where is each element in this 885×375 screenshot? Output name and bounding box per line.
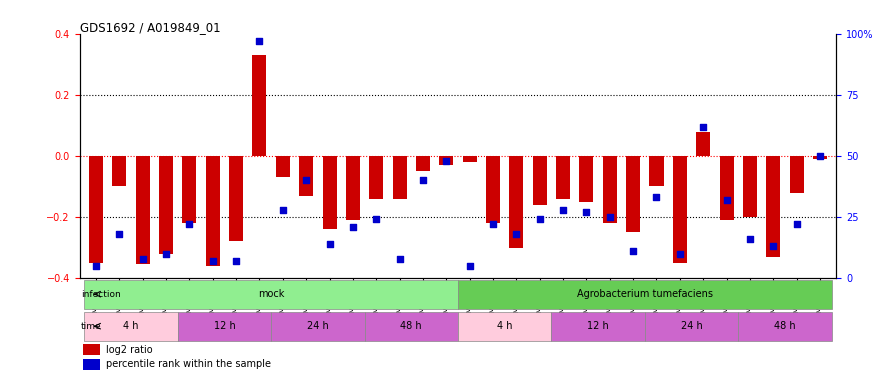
- Bar: [416, 156, 430, 171]
- Point: [720, 197, 734, 203]
- Bar: [673, 156, 687, 263]
- Bar: [346, 156, 360, 220]
- Bar: [112, 156, 127, 186]
- Point: [580, 209, 594, 215]
- Bar: [83, 344, 100, 355]
- Point: [346, 224, 360, 230]
- Text: Agrobacterium tumefaciens: Agrobacterium tumefaciens: [577, 289, 712, 299]
- Bar: [645, 312, 738, 340]
- Bar: [276, 156, 290, 177]
- Text: 12 h: 12 h: [588, 321, 609, 331]
- Point: [205, 258, 219, 264]
- Bar: [766, 156, 781, 257]
- Point: [673, 251, 687, 257]
- Bar: [84, 280, 458, 309]
- Bar: [369, 156, 383, 199]
- Point: [463, 263, 477, 269]
- Point: [88, 263, 103, 269]
- Text: 48 h: 48 h: [774, 321, 796, 331]
- Bar: [738, 312, 832, 340]
- Text: 24 h: 24 h: [681, 321, 703, 331]
- Point: [252, 38, 266, 44]
- Point: [112, 231, 127, 237]
- Text: time: time: [81, 322, 102, 331]
- Bar: [510, 156, 523, 248]
- Text: 24 h: 24 h: [307, 321, 328, 331]
- Point: [159, 251, 173, 257]
- Bar: [580, 156, 594, 202]
- Bar: [135, 156, 150, 264]
- Point: [743, 236, 757, 242]
- Bar: [458, 280, 832, 309]
- Bar: [533, 156, 547, 205]
- Bar: [743, 156, 757, 217]
- Text: mock: mock: [258, 289, 284, 299]
- Bar: [813, 156, 827, 159]
- Text: GDS1692 / A019849_01: GDS1692 / A019849_01: [80, 21, 220, 34]
- Bar: [551, 312, 645, 340]
- Bar: [603, 156, 617, 223]
- Point: [322, 241, 336, 247]
- Bar: [463, 156, 477, 162]
- Point: [486, 221, 500, 227]
- Point: [299, 177, 313, 183]
- Bar: [159, 156, 173, 254]
- Text: percentile rank within the sample: percentile rank within the sample: [106, 359, 271, 369]
- Text: log2 ratio: log2 ratio: [106, 345, 153, 355]
- Point: [626, 248, 640, 254]
- Point: [696, 124, 711, 130]
- Bar: [182, 156, 196, 223]
- Point: [369, 216, 383, 222]
- Point: [393, 256, 407, 262]
- Text: infection: infection: [81, 290, 120, 298]
- Point: [135, 256, 150, 262]
- Point: [603, 214, 617, 220]
- Point: [229, 258, 243, 264]
- Bar: [696, 132, 711, 156]
- Bar: [229, 156, 243, 242]
- Bar: [299, 156, 313, 196]
- Bar: [393, 156, 406, 199]
- Point: [813, 153, 827, 159]
- Bar: [205, 156, 219, 266]
- Point: [416, 177, 430, 183]
- Text: 12 h: 12 h: [213, 321, 235, 331]
- Bar: [83, 359, 100, 370]
- Point: [766, 243, 781, 249]
- Bar: [720, 156, 734, 220]
- Bar: [556, 156, 570, 199]
- Bar: [650, 156, 664, 186]
- Bar: [252, 55, 266, 156]
- Point: [556, 207, 570, 213]
- Bar: [789, 156, 804, 193]
- Point: [789, 221, 804, 227]
- Point: [439, 158, 453, 164]
- Bar: [486, 156, 500, 223]
- Bar: [458, 312, 551, 340]
- Bar: [89, 156, 103, 263]
- Bar: [84, 312, 178, 340]
- Bar: [271, 312, 365, 340]
- Bar: [178, 312, 271, 340]
- Point: [182, 221, 196, 227]
- Text: 48 h: 48 h: [401, 321, 422, 331]
- Text: 4 h: 4 h: [497, 321, 512, 331]
- Text: 4 h: 4 h: [123, 321, 139, 331]
- Bar: [322, 156, 336, 229]
- Point: [276, 207, 290, 213]
- Point: [650, 195, 664, 201]
- Point: [533, 216, 547, 222]
- Bar: [627, 156, 640, 232]
- Point: [509, 231, 523, 237]
- Bar: [439, 156, 453, 165]
- Bar: [365, 312, 458, 340]
